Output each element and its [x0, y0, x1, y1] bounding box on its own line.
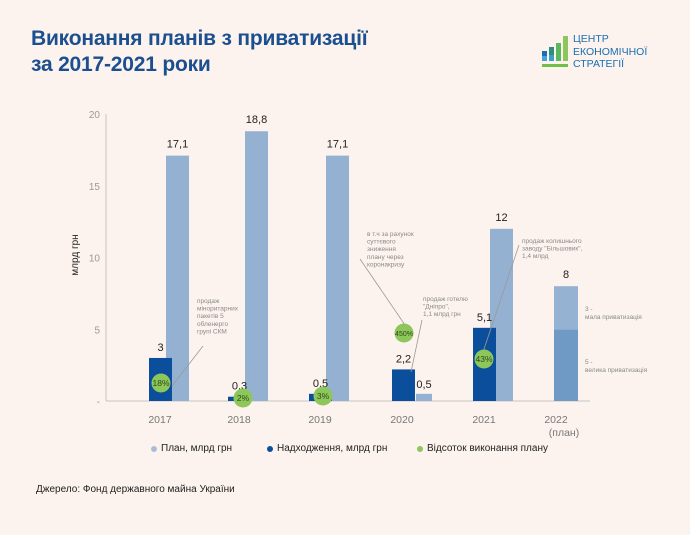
- bar-plan-2022-large: [554, 329, 578, 401]
- percent-circle-2021: [474, 349, 494, 369]
- data-label-plan-2017: 17,1: [167, 139, 188, 151]
- annotation-text: в т.ч за рахунок: [367, 231, 414, 238]
- annotation-leader-line: [479, 244, 520, 362]
- percent-circle-2017: [151, 373, 171, 393]
- legend-item-plan: План, млрд грн: [151, 443, 232, 454]
- annotation-leader-line: [171, 345, 204, 387]
- percent-circle-2019: [313, 386, 333, 406]
- annotation-text: суттєвого: [367, 239, 396, 246]
- logo-line-3: СТРАТЕГІЇ: [573, 58, 625, 70]
- y-tick-label: 20: [89, 110, 101, 121]
- logo-line-1: ЦЕНТР: [573, 33, 609, 45]
- breakdown-label-small: мала приватизація: [585, 313, 642, 321]
- bar-receipts-2020: [392, 369, 415, 401]
- percent-label-2020: 450%: [395, 331, 413, 338]
- annotation-text: плану через: [367, 254, 404, 261]
- logo-text: ЦЕНТР ЕКОНОМІЧНОЇ СТРАТЕГІЇ: [573, 33, 647, 71]
- annotation-text: 1,4 млрд: [522, 253, 549, 260]
- percent-label-2019: 3%: [317, 391, 330, 401]
- percent-label-2021: 43%: [475, 354, 492, 364]
- annotation-text: заводу "Більшовик",: [522, 245, 583, 253]
- annotation-text: коронакризу: [367, 261, 405, 268]
- data-label-plan-2019: 17,1: [327, 139, 348, 151]
- bar-plan-2022-small: [554, 286, 578, 330]
- title-line-1: Виконання планів з приватизації: [31, 27, 368, 50]
- y-tick-label: 5: [94, 325, 100, 336]
- percent-circle-2020: [394, 323, 414, 343]
- y-tick-label: 15: [89, 182, 101, 193]
- annotation-text: зниження: [367, 246, 396, 253]
- annotation-text: групі СКМ: [197, 327, 227, 335]
- x-tick-label: 2020: [390, 414, 414, 426]
- annotation-text: "Дніпро",: [423, 303, 450, 311]
- bar-plan-2017: [166, 155, 189, 401]
- legend-dot-percent-icon: [417, 445, 423, 452]
- bar-chart-logo-icon: [542, 36, 568, 67]
- data-label-receipts-2021: 5,1: [477, 312, 492, 324]
- legend-label-plan: План, млрд грн: [161, 443, 233, 454]
- source-note: Джерело: Фонд державного майна України: [36, 484, 235, 495]
- percent-label-2017: 18%: [152, 378, 169, 388]
- percent-circle-2018: [233, 388, 253, 408]
- legend-label-percent: Відсоток виконання плану: [427, 443, 548, 454]
- logo: ЦЕНТР ЕКОНОМІЧНОЇ СТРАТЕГІЇ: [540, 32, 670, 72]
- x-tick-label: 2018: [227, 414, 251, 426]
- legend: План, млрд грн Надходження, млрд грн Від…: [0, 443, 690, 459]
- data-label-receipts-2020: 2,2: [396, 353, 411, 365]
- annotation-text: міноритарних: [197, 305, 239, 313]
- chart-title: Виконання планів з приватизації за 2017-…: [31, 26, 368, 78]
- bar-plan-2018: [245, 131, 268, 401]
- logo-line-2: ЕКОНОМІЧНОЇ: [573, 45, 648, 58]
- annotation-text: пакетів 5: [197, 312, 224, 320]
- y-tick-label: 10: [89, 254, 101, 265]
- x-tick-label: 2022: [544, 414, 568, 426]
- data-label-plan-2018: 18,8: [246, 114, 267, 126]
- annotation-text: продаж готелю: [423, 296, 468, 303]
- data-label-plan-2022: 8: [563, 269, 569, 281]
- annotation-leader-line: [359, 258, 406, 326]
- legend-item-percent: Відсоток виконання плану: [417, 443, 548, 454]
- annotation-text: 1,1 млрд грн: [423, 311, 461, 318]
- annotation-text: обленерго: [197, 320, 229, 328]
- legend-dot-plan-icon: [151, 445, 157, 452]
- data-label-plan-2020: 0,5: [416, 379, 431, 391]
- bar-plan-2020: [416, 393, 432, 401]
- y-axis-label: млрд грн: [70, 234, 81, 275]
- data-label-plan-2021: 12: [495, 212, 507, 224]
- x-tick-label: 2021: [472, 414, 496, 426]
- legend-item-receipts: Надходження, млрд грн: [267, 443, 387, 454]
- breakdown-label-small: 3 -: [585, 306, 593, 313]
- bar-plan-2019: [326, 155, 349, 401]
- breakdown-label-large: 5 -: [585, 359, 593, 366]
- annotation-leader-line: [410, 319, 423, 373]
- y-tick-label: -: [97, 397, 100, 408]
- breakdown-label-large: велика приватизація: [585, 366, 648, 374]
- title-line-2: за 2017-2021 роки: [31, 53, 211, 76]
- data-label-receipts-2017: 3: [157, 342, 163, 354]
- x-tick-label: 2017: [148, 414, 172, 426]
- annotation-text: продаж: [197, 298, 220, 305]
- percent-label-2018: 2%: [237, 393, 250, 403]
- x-tick-sublabel: (план): [549, 427, 579, 439]
- x-tick-label: 2019: [308, 414, 332, 426]
- annotation-text: продаж колишнього: [522, 238, 582, 245]
- legend-dot-receipts-icon: [267, 445, 273, 452]
- legend-label-receipts: Надходження, млрд грн: [277, 443, 388, 454]
